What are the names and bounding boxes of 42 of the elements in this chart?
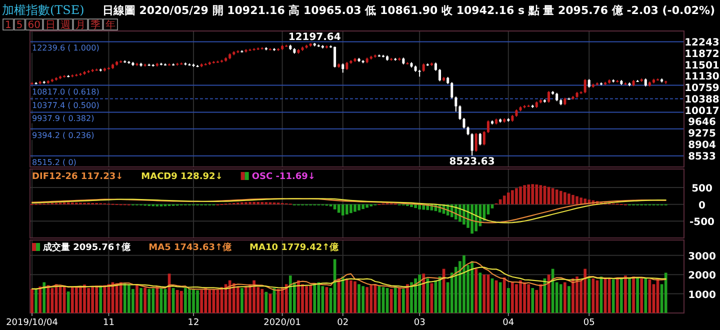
- y-tick-label: 1000: [688, 290, 716, 301]
- text: MA10 1779.42↑億: [250, 242, 340, 253]
- annotation: 8523.63: [449, 156, 495, 168]
- y-tick-label: 11501: [684, 60, 720, 72]
- y-tick-label: 0: [698, 200, 706, 212]
- y-tick-label: 10017: [684, 106, 720, 117]
- y-tick-label: -500: [689, 217, 715, 228]
- series-label: MACD9 128.92↓: [141, 172, 223, 182]
- x-tick-label: 05: [583, 318, 595, 328]
- chart-subtitle: 日線圖 2020/05/29 開 10921.16 高 10965.03 低 10861.90 收 10942.16 s 點 量 2095.76 億 -2.03 (-0.02%): [102, 4, 716, 17]
- chart-title: 加權指數(TSE): [2, 3, 84, 17]
- y-tick-label: 11130: [684, 72, 720, 83]
- annotation: 1 5 60 日 週 月 季 年: [5, 19, 116, 31]
- series-label: DIF12-26 117.23↓: [32, 172, 124, 182]
- y-tick-label: 12243: [684, 38, 720, 49]
- x-tick-label: 11: [102, 318, 114, 328]
- legend-label: OSC -11.69↓: [252, 172, 316, 182]
- ref-line-label: 12239.6 ( 1.000): [32, 44, 100, 53]
- ref-line-label: 8515.2 ( 0): [32, 158, 76, 167]
- y-tick-label: 3000: [688, 251, 716, 262]
- legend-label: 成交量 2095.76↑億: [42, 242, 132, 253]
- ref-line-label: 9937.9 ( 0.382): [32, 114, 94, 124]
- x-tick-label: 03: [414, 318, 426, 328]
- x-tick-label: 12: [188, 318, 200, 328]
- y-tick-label: 11872: [684, 48, 720, 60]
- annotation: 12197.64: [288, 32, 341, 44]
- y-tick-label: 9646: [688, 117, 716, 128]
- y-tick-label: 8533: [688, 151, 716, 162]
- x-tick-label: 04: [502, 318, 514, 328]
- y-tick-label: 500: [692, 184, 712, 195]
- ref-line-label: 10817.0 ( 0.618): [32, 87, 100, 96]
- ref-line-label: 10377.4 ( 0.500): [32, 100, 100, 110]
- x-tick-label: 2020/01: [264, 318, 302, 328]
- y-tick-label: 10388: [684, 94, 720, 106]
- y-tick-label: 9275: [688, 128, 716, 140]
- y-tick-label: 10759: [684, 83, 720, 94]
- ref-line-label: 9394.2 ( 0.236): [32, 130, 94, 140]
- text: MA5 1743.63↑億: [148, 242, 233, 253]
- y-tick-label: 8904: [688, 140, 716, 151]
- x-tick-label: 2019/10/04: [6, 318, 58, 328]
- y-tick-label: 2000: [688, 270, 716, 282]
- x-tick-label: 02: [337, 318, 349, 328]
